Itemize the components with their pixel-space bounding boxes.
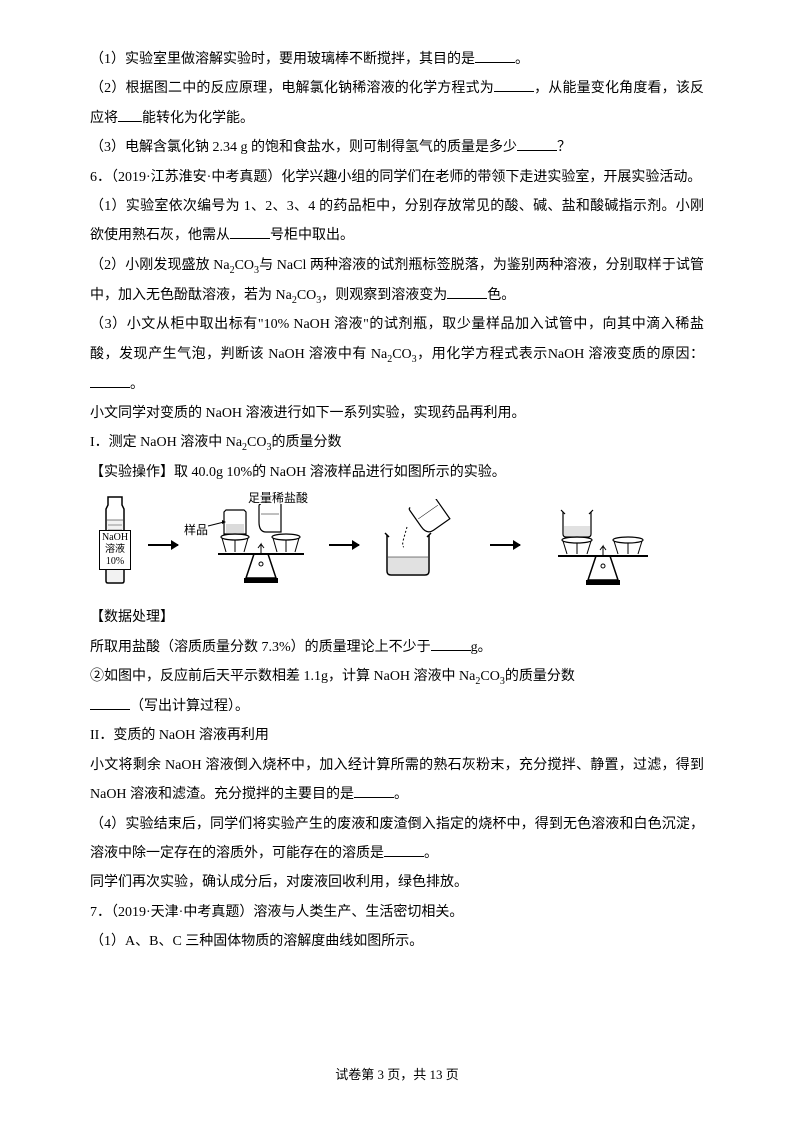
blank-field <box>118 106 142 121</box>
text: 。 <box>515 52 529 67</box>
blank-field <box>431 635 471 650</box>
paragraph-16: （4）实验结束后，同学们将实验产生的废液和废渣倒入指定的烧杯中，得到无色溶液和白… <box>90 810 704 869</box>
text: 【数据处理】 <box>90 610 174 625</box>
paragraph-10: 【实验操作】取 40.0g 10%的 NaOH 溶液样品进行如图所示的实验。 <box>90 458 704 487</box>
text: 10% <box>106 556 124 567</box>
text: （3）电解含氯化钠 2.34 g 的饱和食盐水，则可制得氢气的质量是多少 <box>90 140 517 155</box>
document-content: （1）实验室里做溶解实验时，要用玻璃棒不断搅拌，其目的是。 （2）根据图二中的反… <box>90 45 704 957</box>
text: ，用化学方程式表示NaOH 溶液变质的原因： <box>417 347 704 362</box>
text: 的质量分数 <box>271 435 341 450</box>
text: 所取用盐酸（溶质质量分数 7.3%）的质量理论上不少于 <box>90 640 431 655</box>
text: g。 <box>471 640 492 655</box>
text: CO <box>247 435 266 450</box>
text: CO <box>235 258 254 273</box>
text: 。 <box>130 377 144 392</box>
text: CO <box>392 347 411 362</box>
paragraph-9: I．测定 NaOH 溶液中 Na2CO3的质量分数 <box>90 428 704 458</box>
sample-label: 样品 <box>184 518 208 543</box>
pouring-setup <box>367 499 482 592</box>
blank-field <box>517 136 557 151</box>
text: （2）根据图二中的反应原理，电解氯化钠稀溶液的化学方程式为 <box>90 81 494 96</box>
text: I．测定 NaOH 溶液中 Na <box>90 435 242 450</box>
text: 同学们再次实验，确认成分后，对废液回收利用，绿色排放。 <box>90 875 468 890</box>
text: CO <box>297 288 316 303</box>
paragraph-14: II．变质的 NaOH 溶液再利用 <box>90 721 704 750</box>
paragraph-7: （3）小文从柜中取出标有"10% NaOH 溶液"的试剂瓶，取少量样品加入试管中… <box>90 310 704 399</box>
acid-label: 足量稀盐酸 <box>248 486 308 511</box>
blank-field <box>384 842 424 857</box>
text: 7．（2019·天津·中考真题）溶液与人类生产、生活密切相关。 <box>90 905 463 920</box>
paragraph-18: 7．（2019·天津·中考真题）溶液与人类生产、生活密切相关。 <box>90 898 704 927</box>
balance-svg-2 <box>528 504 663 586</box>
text: CO <box>480 669 499 684</box>
experiment-diagram: NaOH 溶液 10% 足量稀盐酸 样品 <box>90 495 704 595</box>
paragraph-4: 6．（2019·江苏淮安·中考真题）化学兴趣小组的同学们在老师的带领下走进实验室… <box>90 163 704 192</box>
blank-field <box>354 783 394 798</box>
text: NaOH <box>102 532 128 543</box>
text: 色。 <box>487 288 515 303</box>
text: ？ <box>557 140 571 155</box>
text: （1）实验室依次编号为 1、2、3、4 的药品柜中，分别存放常见的酸、碱、盐和酸… <box>90 199 704 243</box>
arrow-icon <box>490 544 520 546</box>
balance-svg <box>186 504 321 586</box>
text: （1）实验室里做溶解实验时，要用玻璃棒不断搅拌，其目的是 <box>90 52 475 67</box>
text: ，则观察到溶液变为 <box>321 288 447 303</box>
text: 。 <box>394 787 408 802</box>
text: 溶液 <box>105 544 125 555</box>
text: （写出计算过程）。 <box>130 699 249 714</box>
paragraph-8: 小文同学对变质的 NaOH 溶液进行如下一系列实验，实现药品再利用。 <box>90 399 704 428</box>
page-footer: 试卷第 3 页，共 13 页 <box>0 1061 794 1088</box>
text: II．变质的 NaOH 溶液再利用 <box>90 728 269 743</box>
paragraph-11: 【数据处理】 <box>90 603 704 632</box>
text: ②如图中，反应前后天平示数相差 1.1g，计算 NaOH 溶液中 Na <box>90 669 475 684</box>
paragraph-6: （2）小刚发现盛放 Na2CO3与 NaCl 两种溶液的试剂瓶标签脱落，为鉴别两… <box>90 251 704 311</box>
text: 小文同学对变质的 NaOH 溶液进行如下一系列实验，实现药品再利用。 <box>90 406 526 421</box>
blank-field <box>90 695 130 710</box>
text: （1）A、B、C 三种固体物质的溶解度曲线如图所示。 <box>90 934 423 949</box>
blank-field <box>494 77 534 92</box>
blank-field <box>447 283 487 298</box>
bottle-icon: NaOH 溶液 10% <box>90 495 140 595</box>
paragraph-3: （3）电解含氯化钠 2.34 g 的饱和食盐水，则可制得氢气的质量是多少 ？ <box>90 133 704 162</box>
text: 能转化为化学能。 <box>142 111 254 126</box>
paragraph-19: （1）A、B、C 三种固体物质的溶解度曲线如图所示。 <box>90 927 704 956</box>
arrow-icon <box>148 544 178 546</box>
arrow-icon <box>329 544 359 546</box>
blank-field <box>475 48 515 63</box>
pour-svg <box>367 499 482 581</box>
balance-setup-2 <box>528 504 663 586</box>
paragraph-1: （1）实验室里做溶解实验时，要用玻璃棒不断搅拌，其目的是 。 <box>90 45 704 74</box>
balance-setup-1: 足量稀盐酸 样品 <box>186 504 321 586</box>
text: 的质量分数 <box>505 669 575 684</box>
paragraph-15: 小文将剩余 NaOH 溶液倒入烧杯中，加入经计算所需的熟石灰粉末，充分搅拌、静置… <box>90 751 704 810</box>
blank-field <box>230 224 270 239</box>
paragraph-5: （1）实验室依次编号为 1、2、3、4 的药品柜中，分别存放常见的酸、碱、盐和酸… <box>90 192 704 251</box>
paragraph-13: ②如图中，反应前后天平示数相差 1.1g，计算 NaOH 溶液中 Na2CO3的… <box>90 662 704 721</box>
text: 。 <box>424 846 438 861</box>
text: （2）小刚发现盛放 Na <box>90 258 230 273</box>
footer-text: 试卷第 3 页，共 13 页 <box>335 1067 459 1082</box>
paragraph-2: （2）根据图二中的反应原理，电解氯化钠稀溶液的化学方程式为，从能量变化角度看，该… <box>90 74 704 133</box>
text: 6．（2019·江苏淮安·中考真题）化学兴趣小组的同学们在老师的带领下走进实验室… <box>90 170 701 185</box>
blank-field <box>90 372 130 387</box>
paragraph-17: 同学们再次实验，确认成分后，对废液回收利用，绿色排放。 <box>90 868 704 897</box>
text: 号柜中取出。 <box>270 228 354 243</box>
text: 【实验操作】取 40.0g 10%的 NaOH 溶液样品进行如图所示的实验。 <box>90 465 506 480</box>
paragraph-12: 所取用盐酸（溶质质量分数 7.3%）的质量理论上不少于 g。 <box>90 633 704 662</box>
bottle-label: NaOH 溶液 10% <box>99 530 131 570</box>
